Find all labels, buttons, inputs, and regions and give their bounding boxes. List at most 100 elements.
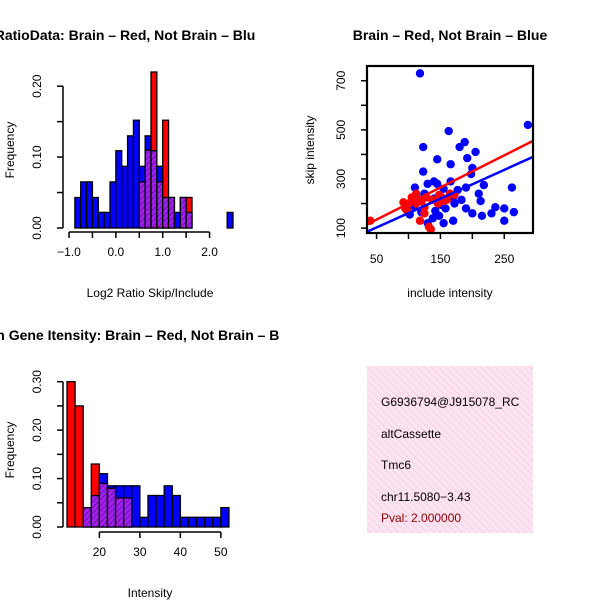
intensity-scatter-xlabel: include intensity: [407, 286, 492, 300]
ratio-histogram-title: RatioData: Brain – Red, Not Brain – Blu: [0, 27, 255, 43]
intensity-bar: [139, 516, 149, 528]
intensity-bar: [171, 494, 182, 528]
intensity-scatter-ylabel: skip intensity: [303, 116, 317, 185]
scatter-x-tick-label: 250: [494, 252, 514, 266]
not-brain-point: [439, 218, 448, 228]
intensity-scatter: Brain – Red, Not Brain – Blue 50 150 250 10…: [303, 27, 547, 300]
intensity-overlap-bar: [114, 497, 125, 528]
not-brain-point: [463, 153, 472, 163]
scatter-x-tick-label: 50: [370, 252, 384, 266]
gene-name: Tmc6: [381, 458, 411, 472]
intensity-bar: [212, 516, 222, 528]
not-brain-point: [450, 199, 459, 208]
not-brain-point: [461, 204, 471, 213]
not-brain-point: [487, 209, 496, 218]
not-brain-point: [455, 142, 464, 152]
intensity-bar: [147, 494, 157, 528]
intensity-x-tick-label: 50: [214, 545, 228, 559]
ratio-bar: [103, 211, 111, 229]
intensity-bar: [131, 485, 141, 528]
ratio-y-tick-label: 0.00: [30, 216, 44, 240]
ratio-overlap-bar: [179, 196, 187, 229]
brain-point: [424, 222, 434, 232]
intensity-overlap-bar: [106, 487, 117, 528]
scatter-y-tick-label: 500: [334, 120, 348, 140]
ratio-x-tick-label: 2.0: [201, 245, 218, 259]
intensity-y-tick-label: 0.30: [30, 370, 44, 394]
not-brain-point: [444, 126, 453, 136]
intensity-bar: [66, 381, 76, 528]
not-brain-point: [474, 189, 483, 198]
intensity-histogram-title: Exon Gene Itensity: Brain – Red, Not Bra…: [0, 327, 279, 343]
scatter-y-tick-label: 700: [334, 70, 348, 90]
ratio-bar: [121, 165, 129, 229]
intensity-x-tick-label: 40: [174, 545, 188, 559]
intensity-y-tick-label: 0.00: [30, 515, 44, 539]
scatter-box: [365, 64, 535, 235]
ratio-histogram-ylabel: Frequency: [3, 122, 17, 179]
ratio-y-tick-label: 0.10: [30, 145, 44, 169]
intensity-scatter-title: Brain – Red, Not Brain – Blue: [353, 27, 548, 43]
ratio-bar: [80, 181, 88, 229]
ratio-bar: [74, 196, 82, 229]
info-panel: G6936794@J915078_RC altCassette Tmc6 chr…: [367, 366, 533, 533]
p-value: Pval: 2.000000: [381, 511, 461, 525]
not-brain-point: [433, 155, 442, 164]
intensity-bar: [74, 405, 84, 528]
ratio-overlap-bar: [167, 196, 176, 229]
not-brain-point: [433, 179, 442, 189]
ratio-bar: [115, 150, 123, 229]
not-brain-point: [418, 142, 428, 152]
not-brain-point: [476, 196, 485, 206]
not-brain-point: [434, 211, 444, 221]
ratio-y-tick-label: 0.20: [30, 74, 44, 98]
not-brain-point: [441, 204, 450, 213]
ratio-overlap-bar: [185, 211, 193, 229]
ratio-overlap-bar: [150, 150, 158, 229]
brain-point: [420, 209, 429, 218]
ratio-x-tick-label: −1.0: [57, 245, 81, 259]
intensity-bar: [204, 516, 214, 528]
info-panel-background: [367, 366, 533, 533]
ratio-bar: [126, 135, 135, 229]
intensity-bar: [220, 506, 230, 528]
not-brain-fit-line: [367, 155, 533, 233]
ratio-bar: [85, 181, 94, 229]
brain-point: [415, 216, 425, 225]
not-brain-point: [457, 195, 466, 205]
not-brain-point: [468, 209, 477, 218]
ratio-bar: [97, 211, 105, 229]
intensity-overlap-bar: [98, 482, 109, 528]
not-brain-point: [418, 167, 428, 176]
ratio-x-tick-label: 0.0: [108, 245, 125, 259]
intensity-histogram: Exon Gene Itensity: Brain – Red, Not Bra…: [0, 327, 279, 600]
brain-fit-line: [367, 139, 533, 226]
not-brain-point: [500, 216, 509, 225]
intensity-overlap-bar: [82, 506, 92, 528]
intensity-bar: [155, 494, 165, 528]
ratio-bar: [91, 196, 99, 229]
chromosome-location: chr11.5080−3.43: [381, 490, 471, 504]
not-brain-point: [479, 180, 489, 190]
event-type: altCassette: [381, 427, 441, 441]
intensity-x-tick-label: 30: [133, 545, 147, 559]
not-brain-point: [523, 120, 533, 130]
ratio-histogram-xlabel: Log2 Ratio Skip/Include: [87, 286, 214, 300]
intensity-overlap-bar: [123, 497, 133, 528]
intensity-overlap-bar: [90, 494, 101, 528]
ratio-bar: [132, 119, 140, 229]
probe-id: G6936794@J915078_RC: [381, 395, 520, 409]
scatter-x-tick-label: 150: [430, 252, 450, 266]
ratio-x-tick-label: 1.0: [154, 245, 171, 259]
not-brain-point: [491, 203, 500, 212]
intensity-y-tick-label: 0.10: [30, 467, 44, 491]
not-brain-point: [471, 147, 480, 157]
intensity-x-tick-label: 20: [93, 545, 107, 559]
not-brain-point: [423, 179, 432, 189]
intensity-bar: [163, 485, 173, 528]
intensity-histogram-xlabel: Intensity: [128, 586, 173, 600]
not-brain-point: [446, 160, 455, 169]
intensity-y-tick-label: 0.20: [30, 418, 44, 442]
ratio-bar: [109, 181, 117, 229]
